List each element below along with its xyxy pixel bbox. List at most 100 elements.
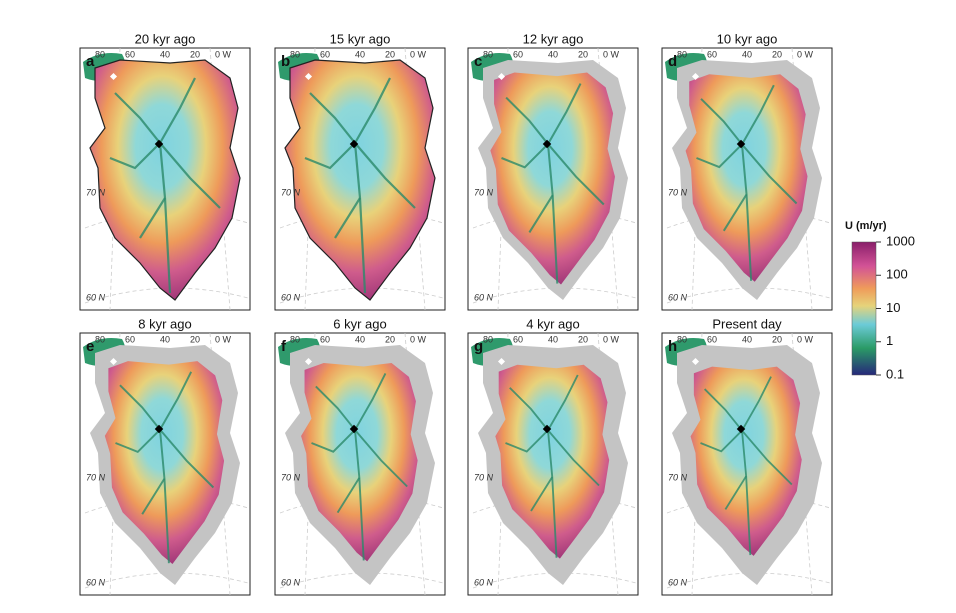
lat-label: 70 N — [86, 472, 106, 482]
lon-label: 20 — [578, 334, 588, 344]
lon-label: 40 — [355, 49, 365, 59]
panel-title: 4 kyr ago — [526, 316, 579, 331]
ice-divide — [354, 372, 387, 431]
ice-divide — [354, 142, 416, 209]
ice-velocity — [685, 74, 808, 282]
site-marker-white — [109, 357, 118, 366]
panel-letter: e — [86, 338, 94, 355]
ice-divide — [336, 477, 361, 514]
ice-divide — [304, 142, 356, 170]
lon-label: 40 — [548, 334, 558, 344]
ice-divide — [139, 197, 166, 239]
panel-title: 15 kyr ago — [330, 31, 391, 46]
site-marker — [154, 139, 164, 149]
ice-divide — [546, 143, 559, 284]
ice-divide — [696, 143, 743, 169]
lat-label: 60 N — [668, 577, 688, 587]
map-panel: 20 kyr ago a 80 60 40 20 0 W 70 N 60 N — [79, 31, 251, 311]
lat-label: 60 N — [281, 292, 301, 302]
map-panel: 8 kyr ago e 80 60 40 20 0 W 70 N 60 N — [79, 316, 251, 596]
lat-label: 60 N — [474, 292, 494, 302]
lon-label: 0 W — [410, 334, 427, 344]
ice-divide — [741, 429, 793, 486]
lon-label: 0 W — [797, 334, 814, 344]
ice-sheet — [690, 366, 802, 556]
ice-divide — [354, 77, 391, 144]
lon-label: 60 — [320, 334, 330, 344]
lon-label: 80 — [290, 49, 300, 59]
ice-velocity — [104, 361, 225, 565]
panel-letter: h — [668, 338, 677, 355]
ice-sheet — [301, 362, 418, 562]
lon-label: 0 W — [603, 49, 620, 59]
site-marker-white — [497, 357, 506, 366]
map-panel: 10 kyr ago d 80 60 40 20 0 W 70 N 60 N — [661, 31, 833, 311]
site-marker — [542, 424, 552, 434]
lon-label: 20 — [190, 49, 200, 59]
site-marker — [349, 139, 359, 149]
lat-label: 70 N — [281, 472, 301, 482]
lon-label: 40 — [160, 49, 170, 59]
ice-divide — [109, 142, 161, 170]
ice-divide — [115, 428, 161, 454]
site-marker — [736, 424, 746, 434]
ice-sheet — [685, 74, 808, 282]
ice-divide — [334, 197, 361, 239]
site-marker-white — [691, 72, 700, 81]
ice-velocity — [301, 362, 418, 562]
colorbar-bar — [851, 241, 877, 376]
panel-letter: f — [281, 338, 287, 355]
ice-divide — [530, 476, 554, 512]
ice-divide — [741, 143, 798, 205]
ice-divide — [159, 142, 221, 209]
site-marker-white — [304, 357, 313, 366]
lat-label: 60 N — [86, 292, 106, 302]
ice-sheet — [495, 364, 610, 559]
panel-title: 6 kyr ago — [333, 316, 386, 331]
lon-label: 40 — [355, 334, 365, 344]
ice-divide — [741, 376, 772, 432]
lon-label: 60 — [513, 334, 523, 344]
lon-label: 40 — [160, 334, 170, 344]
ice-divide — [700, 98, 743, 145]
ice-divide — [119, 384, 161, 431]
lon-label: 60 — [125, 334, 135, 344]
lon-label: 80 — [95, 334, 105, 344]
colorbar-tick-label: 1000 — [886, 233, 915, 248]
ice-divide — [547, 143, 605, 206]
lon-label: 0 W — [410, 49, 427, 59]
ice-divide — [501, 143, 549, 169]
lon-label: 20 — [385, 49, 395, 59]
lat-label: 60 N — [86, 577, 106, 587]
lat-label: 60 N — [281, 577, 301, 587]
lon-label: 40 — [742, 334, 752, 344]
ice-divide — [547, 83, 582, 145]
ice-divide — [741, 430, 752, 556]
panel-letter: b — [281, 53, 290, 70]
lon-label: 80 — [95, 49, 105, 59]
lon-label: 20 — [578, 49, 588, 59]
ice-divide — [505, 429, 549, 453]
lon-label: 20 — [190, 334, 200, 344]
panel-title: Present day — [712, 316, 782, 331]
lat-label: 70 N — [281, 187, 301, 197]
lon-label: 60 — [513, 49, 523, 59]
panel-title: 12 kyr ago — [523, 31, 584, 46]
colorbar: U (m/yr) 1000 100 10 1 0.1 — [845, 220, 915, 382]
ice-sheet — [490, 72, 615, 285]
map-panel: 12 kyr ago c 80 60 40 20 0 W 70 N 60 N — [467, 31, 639, 311]
ice-velocity — [495, 364, 610, 559]
lat-label: 70 N — [474, 472, 494, 482]
panel-title: 8 kyr ago — [138, 316, 191, 331]
lon-label: 40 — [548, 49, 558, 59]
lat-label: 70 N — [668, 187, 688, 197]
lon-label: 20 — [772, 49, 782, 59]
panel-letter: c — [474, 53, 482, 70]
lat-label: 70 N — [86, 187, 106, 197]
colorbar-tick-label: 0.1 — [886, 366, 904, 381]
ice-velocity — [89, 59, 241, 301]
lon-label: 0 W — [603, 334, 620, 344]
lon-label: 60 — [707, 334, 717, 344]
lon-label: 60 — [707, 49, 717, 59]
ice-divide — [354, 429, 365, 561]
